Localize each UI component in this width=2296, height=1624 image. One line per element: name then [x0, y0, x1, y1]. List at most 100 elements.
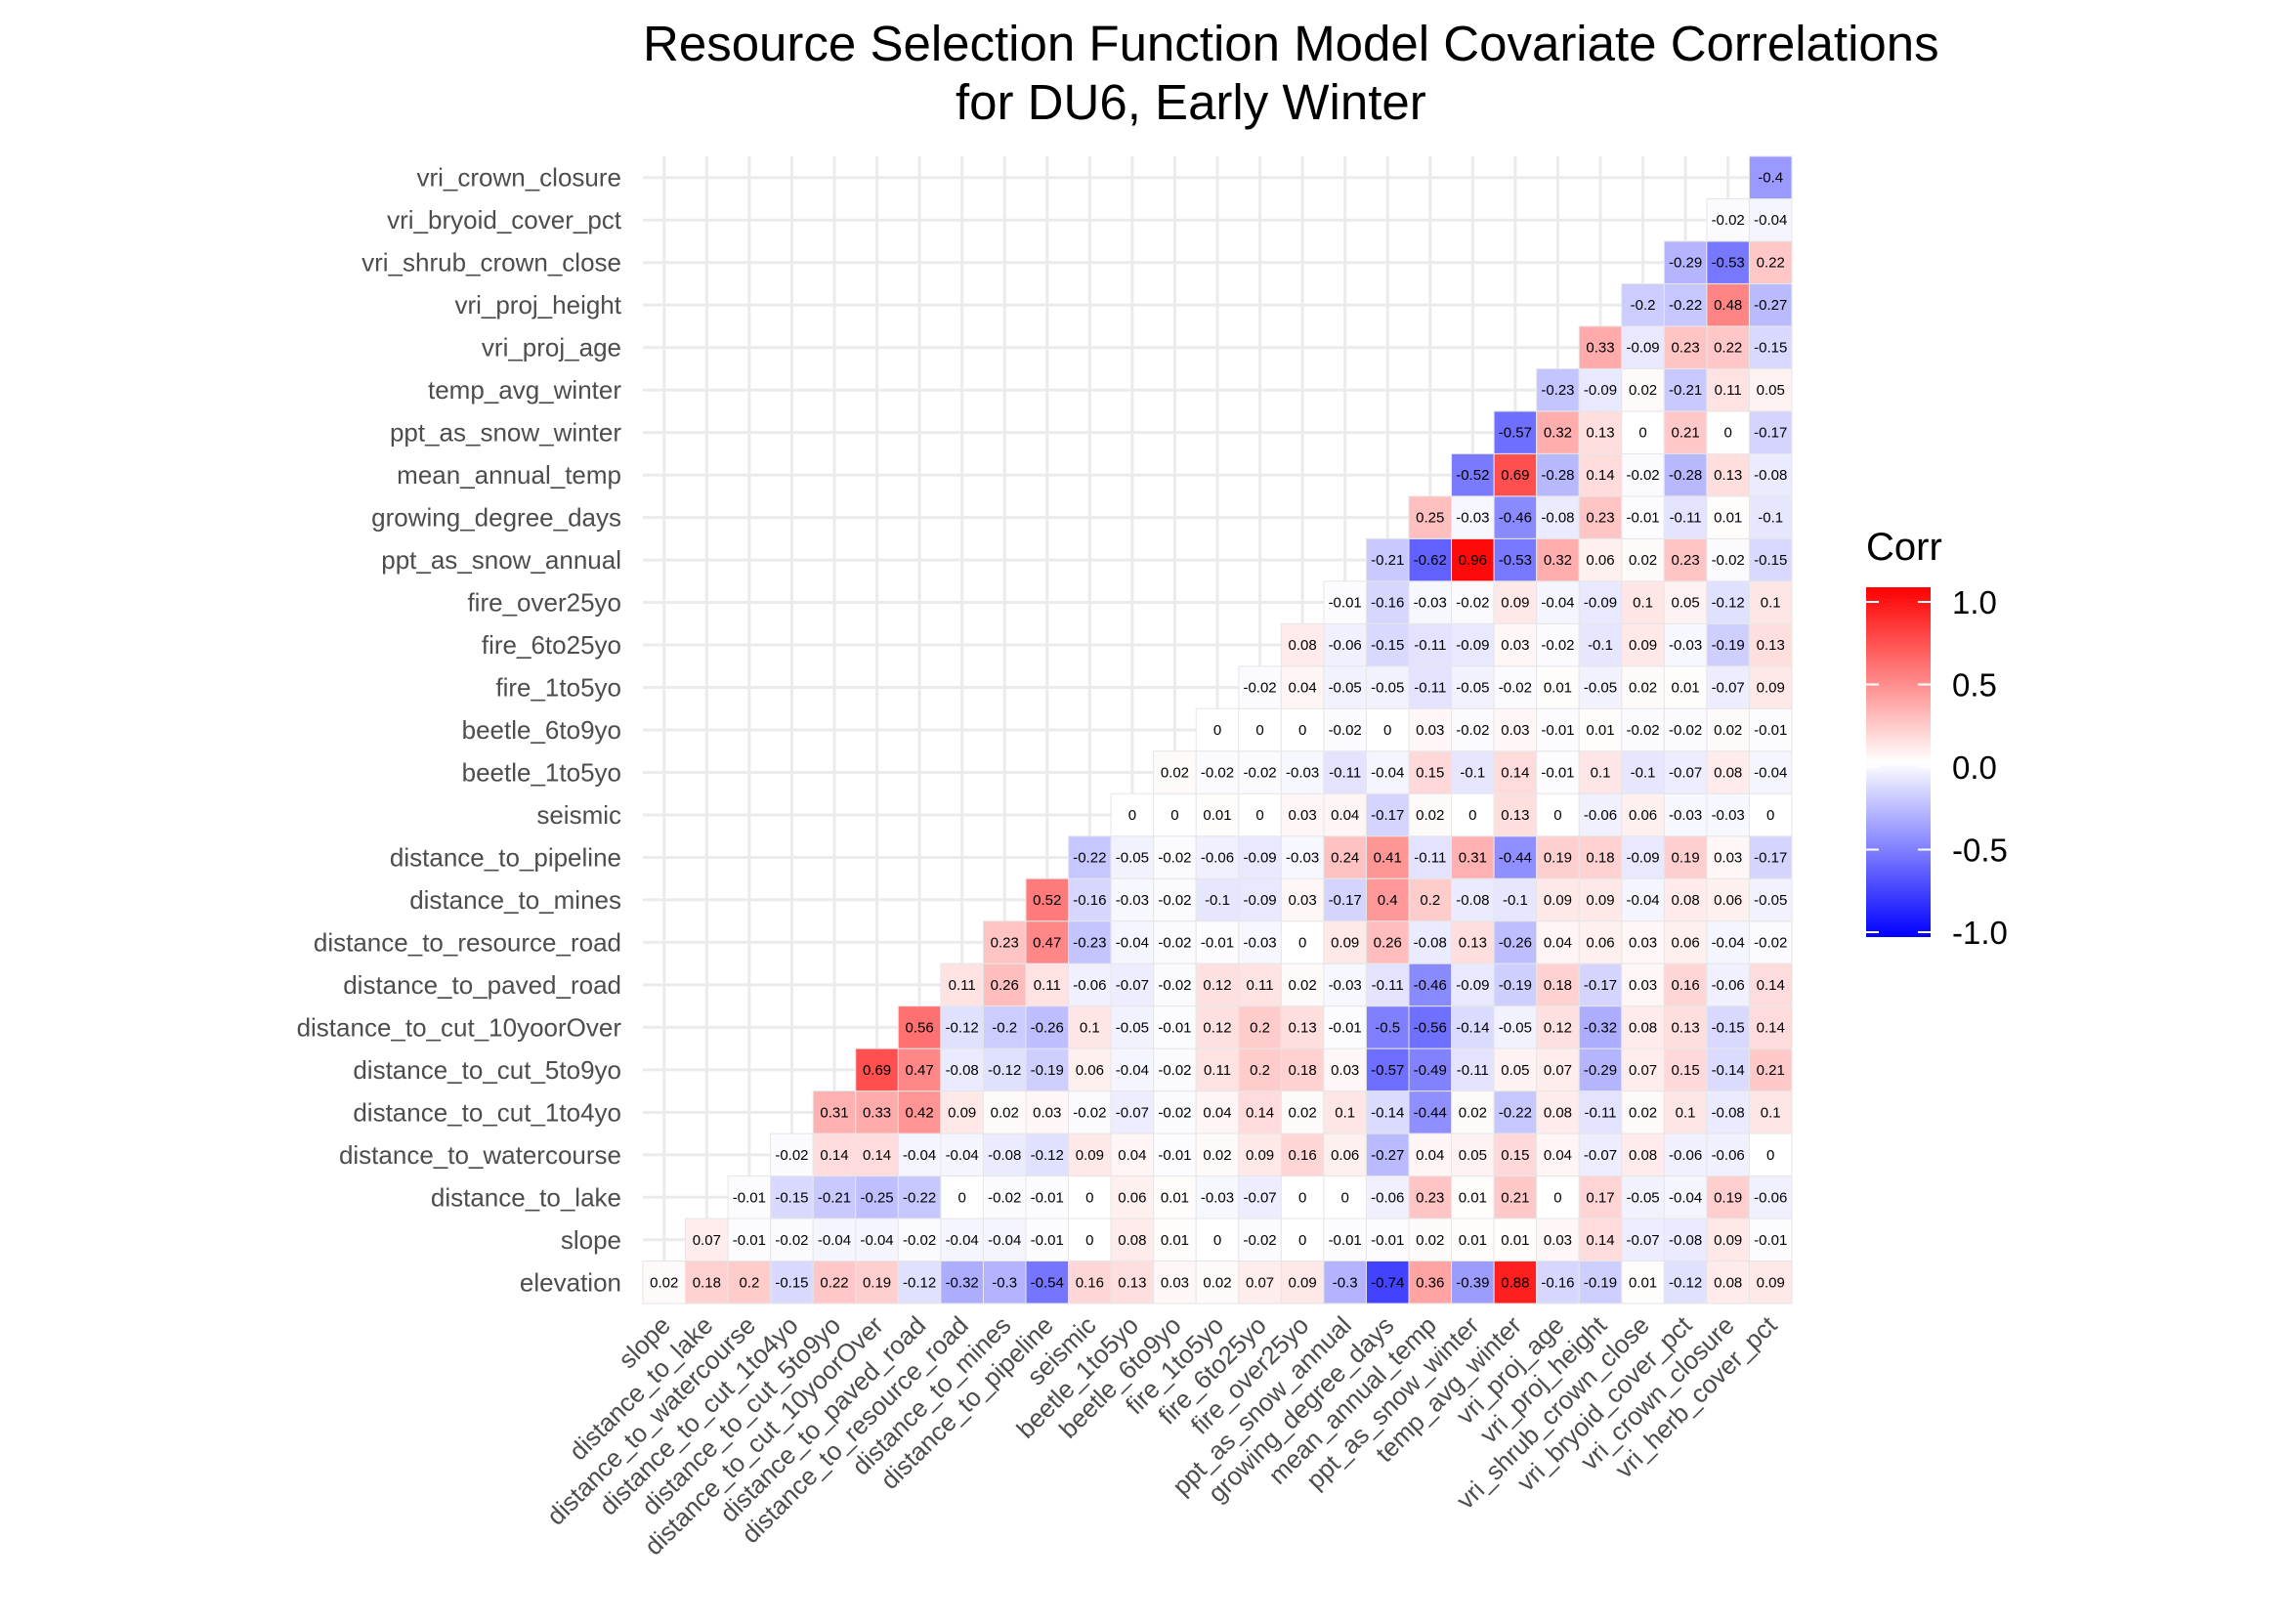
heatmap-cell — [1578, 877, 1623, 922]
cell-value-label: -0.56 — [1414, 1019, 1447, 1036]
cell-value-label: 0.11 — [1715, 382, 1742, 399]
heatmap-cell — [1408, 537, 1453, 582]
heatmap-cell — [897, 1005, 942, 1049]
y-tick-label: distance_to_watercourse — [339, 1140, 621, 1170]
cell-value-label: -0.14 — [1456, 1019, 1489, 1036]
cell-value-label: 0.02 — [1203, 1274, 1231, 1291]
heatmap-cell — [1621, 877, 1665, 922]
heatmap-cell — [982, 1218, 1027, 1262]
y-tick-label: distance_to_paved_road — [343, 970, 621, 1000]
cell-value-label: -0.16 — [1371, 595, 1404, 612]
cell-value-label: -0.17 — [1371, 807, 1404, 824]
cell-value-label: 0.03 — [1416, 722, 1444, 739]
heatmap-cell — [855, 1175, 899, 1219]
cell-value-label: -0.02 — [775, 1232, 808, 1249]
cell-value-label: -0.21 — [1669, 382, 1702, 399]
cell-value-label: 0.01 — [1544, 680, 1572, 697]
cell-value-label: 0.11 — [1204, 1062, 1231, 1079]
cell-value-label: 0.1 — [1761, 1104, 1781, 1121]
heatmap-cell — [1536, 537, 1580, 582]
heatmap-cell — [1451, 452, 1495, 497]
heatmap-cell — [1663, 580, 1708, 624]
cell-value-label: -0.06 — [1201, 849, 1234, 866]
heatmap-cell — [1068, 1047, 1112, 1092]
cell-value-label: 0.03 — [1501, 637, 1529, 654]
cell-value-label: -0.1 — [1503, 892, 1528, 909]
cell-value-label: -0.14 — [1712, 1062, 1745, 1079]
cell-value-label: -0.22 — [1499, 1104, 1532, 1121]
heatmap-cell — [1621, 665, 1665, 709]
cell-value-label: 0.07 — [1246, 1274, 1274, 1291]
cell-value-label: 0.04 — [1118, 1147, 1146, 1164]
legend-colorbar — [1866, 587, 1931, 937]
heatmap-cells: 0.02 0.18 0.2 -0.15 0.22 0.19 -0.12 -0.32 -0.3 -0… — [642, 155, 1793, 1304]
cell-value-label: 0.47 — [906, 1062, 934, 1079]
cell-value-label: 0.06 — [1586, 934, 1614, 951]
heatmap-cell — [1110, 1005, 1155, 1049]
cell-value-label: -0.1 — [1205, 892, 1230, 909]
heatmap-cell — [1451, 622, 1495, 667]
cell-value-label: 0 — [1340, 1189, 1348, 1206]
heatmap-cell — [1706, 622, 1750, 667]
cell-value-label: -0.46 — [1499, 510, 1532, 527]
heatmap-cell — [1238, 877, 1282, 922]
heatmap-cell — [1451, 877, 1495, 922]
cell-value-label: 0 — [1553, 807, 1561, 824]
cell-value-label: -0.12 — [1712, 595, 1745, 612]
heatmap-cell — [1451, 835, 1495, 879]
cell-value-label: 0.31 — [820, 1104, 848, 1121]
cell-value-label: -0.12 — [988, 1062, 1021, 1079]
heatmap-cell — [1195, 1218, 1240, 1262]
y-tick-label: vri_proj_age — [482, 333, 621, 363]
heatmap-cell — [1663, 1261, 1708, 1304]
cell-value-label: 0.03 — [1033, 1104, 1061, 1121]
cell-value-label: 0.41 — [1374, 849, 1402, 866]
heatmap-cell — [982, 1175, 1027, 1219]
cell-value-label: -0.01 — [1371, 1232, 1404, 1249]
cell-value-label: 0 — [1085, 1189, 1093, 1206]
cell-value-label: 0.26 — [991, 977, 1019, 994]
cell-value-label: 0.04 — [1544, 1147, 1572, 1164]
y-tick-label: distance_to_cut_5to9yo — [353, 1055, 621, 1085]
heatmap-cell — [1493, 495, 1538, 539]
heatmap-cell — [1110, 835, 1155, 879]
cell-value-label: -0.17 — [1754, 425, 1787, 442]
cell-value-label: -0.03 — [1243, 934, 1276, 951]
heatmap-cell — [1110, 792, 1155, 837]
cell-value-label: -0.53 — [1712, 255, 1745, 272]
heatmap-cell — [855, 1090, 899, 1134]
cell-value-label: -0.03 — [1201, 1189, 1234, 1206]
cell-value-label: -0.2 — [992, 1019, 1017, 1036]
heatmap-cell — [1706, 1090, 1750, 1134]
cell-value-label: -0.19 — [1031, 1062, 1064, 1079]
heatmap-cell — [1153, 1090, 1197, 1134]
chart-title-line-2: for DU6, Early Winter — [956, 74, 1426, 130]
heatmap-cell — [1536, 792, 1580, 837]
heatmap-cell — [1706, 962, 1750, 1007]
heatmap-cell — [1408, 1090, 1453, 1134]
cell-value-label: 0.19 — [1672, 849, 1700, 866]
cell-value-label: 0.52 — [1033, 892, 1061, 909]
cell-value-label: 0.16 — [1289, 1147, 1317, 1164]
heatmap-cell — [1025, 1133, 1070, 1177]
heatmap-cell — [1153, 877, 1197, 922]
cell-value-label: 0.23 — [1672, 340, 1700, 357]
cell-value-label: 0.69 — [1501, 467, 1529, 484]
cell-value-label: -0.04 — [946, 1232, 979, 1249]
heatmap-cell — [1280, 1005, 1325, 1049]
heatmap-cell — [1621, 1090, 1665, 1134]
cell-value-label: -0.05 — [1754, 892, 1787, 909]
heatmap-cell — [1706, 707, 1750, 752]
cell-value-label: -0.19 — [1499, 977, 1532, 994]
cell-value-label: 0.02 — [1289, 1104, 1317, 1121]
heatmap-cell — [1493, 962, 1538, 1007]
cell-value-label: -0.1 — [1460, 764, 1485, 781]
heatmap-cell — [982, 1261, 1027, 1304]
heatmap-cell — [1621, 750, 1665, 794]
cell-value-label: 0.15 — [1501, 1147, 1529, 1164]
heatmap-cell — [982, 920, 1027, 964]
cell-value-label: -0.09 — [1584, 382, 1617, 399]
heatmap-cell — [1706, 1175, 1750, 1219]
cell-value-label: -0.21 — [1371, 552, 1404, 569]
legend-tick-label: -0.5 — [1952, 833, 2008, 869]
